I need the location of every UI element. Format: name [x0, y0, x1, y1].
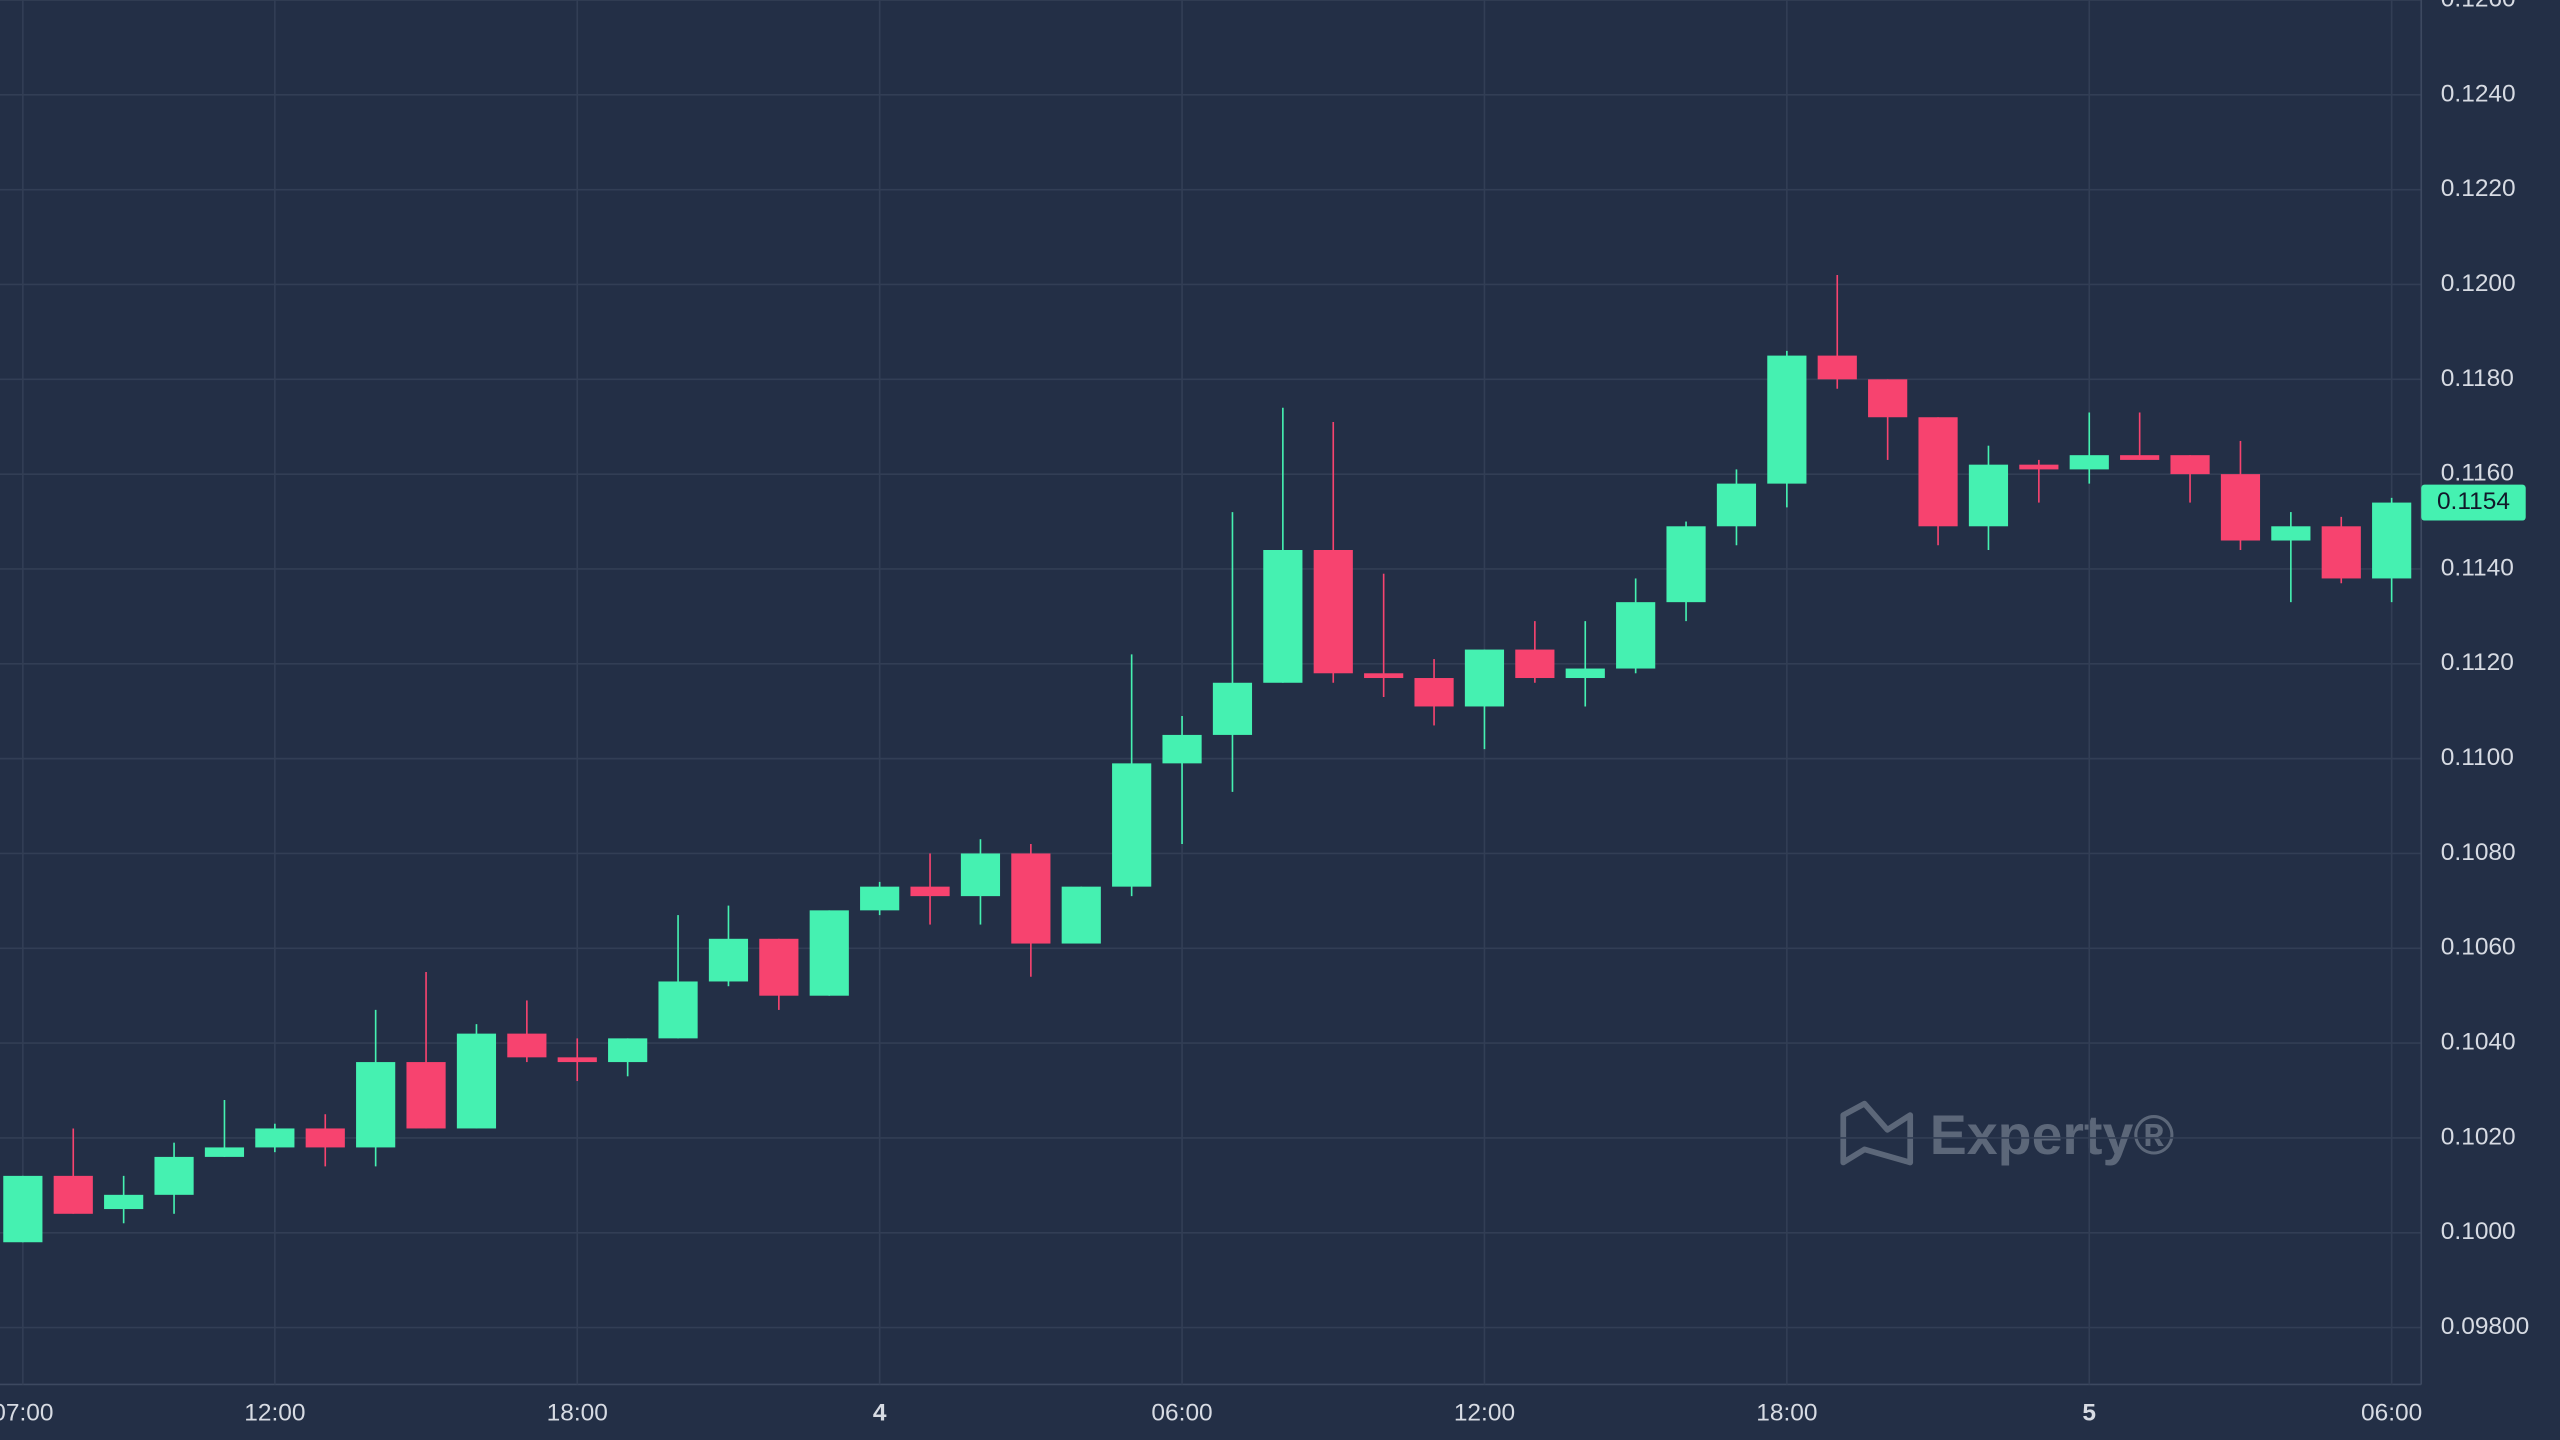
- candle-body: [305, 1128, 345, 1148]
- candle-body: [708, 938, 749, 982]
- y-tick-label: 0.1180: [2441, 365, 2514, 392]
- y-tick-label: 0.1160: [2441, 460, 2514, 487]
- candle-body: [2271, 526, 2311, 541]
- candle-body: [1565, 668, 1605, 679]
- candle-body: [1011, 853, 1051, 944]
- candle-body: [1061, 886, 1101, 944]
- x-tick-label: 18:00: [1756, 1399, 1817, 1426]
- candle-body: [1162, 734, 1202, 764]
- y-tick-label: 0.1020: [2441, 1123, 2516, 1150]
- candle-body: [608, 1038, 648, 1063]
- y-tick-label: 0.1040: [2441, 1029, 2516, 1056]
- candle-body: [910, 886, 950, 897]
- candle-body: [1616, 602, 1656, 669]
- candle-body: [658, 981, 698, 1039]
- candle-body: [1716, 483, 1757, 527]
- candle-body: [255, 1128, 295, 1148]
- candle-body: [1212, 682, 1253, 735]
- candle-body: [3, 1175, 43, 1243]
- candle-body: [1112, 763, 1152, 887]
- candle-body: [2372, 502, 2412, 579]
- x-tick-label: 06:00: [2361, 1399, 2422, 1426]
- x-tick-label: 12:00: [244, 1399, 305, 1426]
- y-tick-label: 0.1240: [2441, 80, 2516, 107]
- plot: 0.09800 0.1000 0.1020 0.1040 0.1060 0.1080 0.1…: [0, 0, 2529, 1426]
- candle-body: [2321, 526, 2361, 579]
- candle-body: [1767, 355, 1807, 484]
- candle-body: [507, 1033, 547, 1058]
- candle-body: [960, 853, 1001, 897]
- candle-body: [1364, 673, 1404, 679]
- candle-body: [1464, 649, 1505, 707]
- candle-body: [1817, 355, 1857, 380]
- x-tick-label: 18:00: [547, 1399, 608, 1426]
- candle-body: [1968, 464, 2009, 527]
- x-tick-label: 5: [2082, 1399, 2096, 1426]
- x-tick-label: 06:00: [1151, 1399, 1212, 1426]
- candle-body: [204, 1147, 245, 1157]
- candle-body: [2220, 474, 2261, 541]
- candle-body: [2069, 455, 2109, 470]
- last-price-label: 0.1154: [2437, 488, 2510, 515]
- y-tick-label: 0.1000: [2441, 1218, 2516, 1245]
- y-tick-label: 0.09800: [2441, 1313, 2529, 1340]
- candle-body: [1515, 649, 1555, 679]
- x-tick-label: 07:00: [0, 1399, 53, 1426]
- candle-body: [2120, 455, 2160, 460]
- candle-body: [1868, 379, 1908, 418]
- candle-body: [53, 1175, 93, 1214]
- y-tick-label: 0.1260: [2441, 0, 2516, 12]
- y-tick-label: 0.1060: [2441, 934, 2516, 961]
- candle-body: [406, 1062, 446, 1129]
- last-price-box: [2421, 484, 2526, 521]
- y-tick-label: 0.1080: [2441, 839, 2516, 866]
- candle-body: [1263, 550, 1303, 683]
- candle-body: [1414, 678, 1454, 707]
- watermark: Experty®: [1930, 1104, 2175, 1166]
- y-tick-label: 0.1140: [2441, 554, 2514, 581]
- candle-body: [456, 1033, 497, 1129]
- watermark-logo: [1840, 1100, 1914, 1166]
- y-tick-label: 0.1220: [2441, 175, 2516, 202]
- y-tick-label: 0.1120: [2441, 649, 2514, 676]
- candle-body: [759, 938, 799, 996]
- candle-body: [2170, 455, 2210, 475]
- x-tick-label: 4: [873, 1399, 887, 1426]
- candle-body: [154, 1156, 194, 1195]
- candle-body: [809, 910, 849, 996]
- y-tick-label: 0.1200: [2441, 270, 2516, 297]
- y-tick-label: 0.1100: [2441, 744, 2514, 771]
- candle-body: [2019, 464, 2059, 470]
- candle-body: [1666, 526, 1706, 603]
- candle-body: [1918, 417, 1958, 527]
- logo-mark: [1840, 1100, 1914, 1166]
- candle-body: [1313, 550, 1353, 674]
- candle-body: [356, 1062, 396, 1148]
- candle-body: [860, 886, 900, 911]
- candle-body: [557, 1057, 597, 1063]
- candle-body: [104, 1194, 144, 1210]
- x-tick-label: 12:00: [1454, 1399, 1515, 1426]
